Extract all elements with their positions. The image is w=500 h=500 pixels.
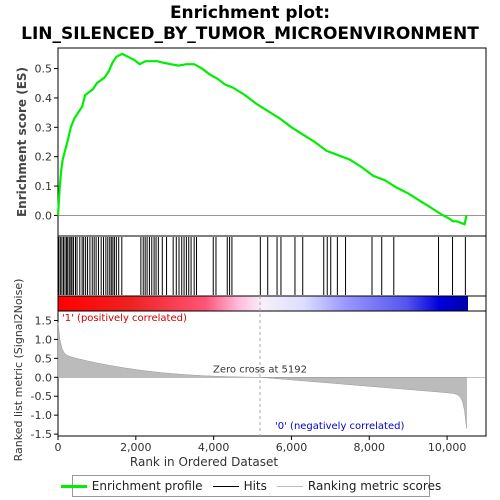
- legend-label-enrichment: Enrichment profile: [91, 479, 203, 493]
- chart-title-line2: LIN_SILENCED_BY_TUMOR_MICROENVIRONMENT: [21, 24, 479, 44]
- legend-label-hits: Hits: [243, 479, 267, 493]
- es-y-tick-label: 0.3: [35, 121, 53, 134]
- metric-y-tick-label: 0.0: [35, 371, 53, 384]
- legend-item-ranking: Ranking metric scores: [276, 479, 442, 493]
- legend-item-hits: Hits: [212, 479, 267, 493]
- metric-y-tick-label: 1.5: [35, 314, 53, 327]
- negative-correlation-label: '0' (negatively correlated): [275, 421, 404, 432]
- es-y-tick-label: 0.4: [35, 92, 53, 105]
- x-tick-label: 2,000: [120, 441, 152, 454]
- legend: Enrichment profile Hits Ranking metric s…: [60, 475, 441, 497]
- metric-panel: 1.5 1.0 0.5 0.0 -0.5 -1.0 -1.5 Zero cross at 5…: [31, 296, 487, 441]
- es-y-axis-label: Enrichment score (ES): [15, 67, 29, 217]
- zero-cross-label: Zero cross at 5192: [213, 364, 307, 375]
- es-y-ticks: 0.0 0.1 0.2 0.3 0.4 0.5: [35, 63, 58, 222]
- es-panel: 0.0 0.1 0.2 0.3 0.4 0.5: [35, 47, 487, 237]
- legend-item-enrichment: Enrichment profile: [60, 479, 203, 493]
- x-tick-label: 6,000: [276, 441, 308, 454]
- x-axis-ticks: 0 2,000 4,000 6,000 8,000 10,000: [55, 436, 467, 454]
- x-tick-label: 4,000: [198, 441, 230, 454]
- x-axis-label: Rank in Ordered Dataset: [130, 455, 278, 469]
- metric-y-ticks: 1.5 1.0 0.5 0.0 -0.5 -1.0 -1.5: [31, 314, 58, 441]
- metric-y-tick-label: -0.5: [31, 390, 52, 403]
- es-y-tick-label: 0.5: [35, 63, 53, 76]
- x-tick-label: 8,000: [354, 441, 386, 454]
- positive-correlation-label: '1' (positively correlated): [62, 313, 187, 324]
- legend-swatch-ranking: [276, 485, 303, 487]
- hits-panel: [57, 235, 487, 297]
- rank-color-bar: [58, 296, 468, 311]
- legend-swatch-enrichment: [60, 484, 87, 488]
- metric-y-tick-label: -1.5: [31, 428, 52, 441]
- x-tick-label: 10,000: [428, 441, 467, 454]
- x-tick-label: 0: [55, 441, 62, 454]
- es-y-tick-label: 0.2: [35, 151, 53, 164]
- es-y-tick-label: 0.1: [35, 180, 53, 193]
- legend-label-ranking: Ranking metric scores: [307, 479, 442, 493]
- metric-y-tick-label: 1.0: [35, 333, 53, 346]
- chart-title-line1: Enrichment plot:: [170, 3, 330, 23]
- metric-y-tick-label: -1.0: [31, 409, 52, 422]
- hit-markers: [58, 237, 466, 295]
- legend-swatch-hits: [212, 485, 239, 487]
- metric-y-axis-label: Ranked list metric (Signal2Noise): [12, 279, 25, 462]
- metric-y-tick-label: 0.5: [35, 352, 53, 365]
- es-y-tick-label: 0.0: [35, 209, 53, 222]
- es-curve: [56, 52, 468, 226]
